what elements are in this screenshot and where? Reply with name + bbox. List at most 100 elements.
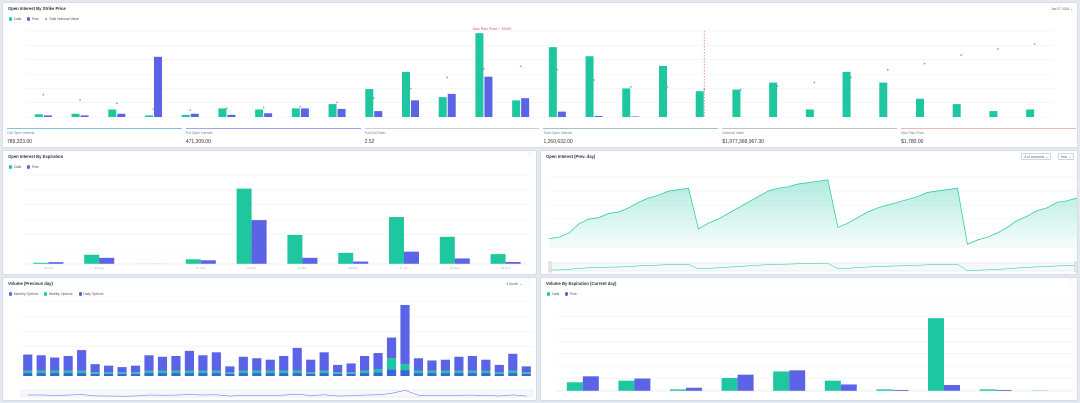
bar-volume-segment [36, 355, 46, 371]
bar-volume-segment [252, 358, 262, 371]
stat-put-oi: Put Open Interest 471,309.00 [185, 128, 361, 147]
bar-puts [737, 374, 754, 391]
point-total-value [115, 102, 118, 105]
bar-calls [842, 71, 851, 117]
bar-volume-segment [211, 370, 221, 374]
chevron-down-icon: ⌄ [1045, 154, 1048, 159]
legend-total[interactable]: ◆ Total Notional Value [45, 17, 79, 21]
x-tick-label: 25 Oct [247, 266, 256, 270]
bar-calls [805, 109, 814, 117]
bar-volume-segment [467, 356, 477, 371]
bar-puts [99, 257, 115, 264]
bar-volume-segment [306, 373, 316, 376]
bar-puts [302, 257, 318, 264]
bar-volume-segment [440, 359, 451, 371]
legend-puts[interactable]: Puts [565, 292, 577, 296]
bar-volume-segment [90, 364, 100, 373]
bar-volume-segment [50, 357, 60, 371]
stat-max-pain: Max Pain Price $1,780.00 [901, 128, 1076, 147]
point-total-value [740, 88, 742, 91]
bar-volume-segment [63, 370, 73, 374]
bar-volume-segment [198, 370, 208, 374]
period-select[interactable]: Year ⌄ [1057, 153, 1074, 160]
bar-calls [108, 109, 117, 117]
bar-volume-segment [77, 370, 87, 374]
bar-volume-segment [481, 370, 491, 374]
more-menu-icon[interactable]: ⋮ [1068, 279, 1073, 285]
calls-dot-icon [547, 292, 551, 296]
x-tick-label: 27 Jun [399, 266, 408, 270]
point-total-value [299, 105, 302, 108]
legend-calls[interactable]: Calls [9, 165, 21, 169]
range-select[interactable]: 3 Month ⌄ [504, 280, 524, 287]
bar-puts [264, 113, 273, 117]
bar-puts [48, 262, 64, 264]
bar-volume-segment [292, 347, 302, 371]
x-tick-label: 27 Sep [196, 266, 206, 270]
bar-puts [505, 262, 521, 264]
bar-calls [952, 104, 961, 117]
bar-volume-segment [359, 356, 370, 371]
expiration-chart: 31 Jul 30 Aug 27 Sep 25 Oct 27 Dec 28 Mar 27 J… [23, 174, 531, 270]
date-select[interactable]: Jun 07 2024 ⌄ [1049, 5, 1075, 12]
bar-calls [928, 318, 944, 391]
bar-volume-segment [103, 373, 114, 376]
stat-label: Max Pain Price [901, 131, 924, 135]
more-menu-icon[interactable]: ⋮ [527, 152, 532, 158]
contracts-select-value: # of contracts [1024, 154, 1045, 159]
bar-calls [475, 33, 484, 117]
bar-volume-segment [130, 373, 141, 376]
legend-daily[interactable]: Daily Options [78, 292, 103, 296]
bar-calls [287, 234, 303, 264]
bar-calls [1026, 109, 1035, 117]
bar-puts [789, 370, 806, 391]
bar-volume-segment [184, 370, 195, 374]
legend-monthly[interactable]: Monthly Options [9, 292, 38, 296]
bar-volume-segment [386, 358, 397, 370]
point-total-value [409, 87, 412, 90]
max-pain-label: Max Pain Price = 70000 [473, 27, 512, 31]
bar-volume-segment [252, 373, 262, 376]
bar-puts [200, 260, 216, 264]
oi-prev-chart [548, 176, 1077, 273]
bar-volume-segment [23, 373, 33, 376]
more-menu-icon[interactable]: ⋮ [527, 279, 532, 285]
strike-panel: Open Interest By Strike Price Jun 07 202… [2, 2, 1078, 148]
bar-calls [876, 389, 893, 391]
point-total-value [850, 76, 852, 79]
bar-puts [557, 111, 566, 117]
legend-puts[interactable]: Puts [27, 165, 39, 169]
bar-volume-segment [144, 373, 154, 376]
contracts-select[interactable]: # of contracts ⌄ [1021, 153, 1051, 160]
navigator-line [27, 390, 527, 397]
bar-volume-segment [494, 364, 504, 373]
point-total-value [79, 98, 81, 101]
legend-calls-label: Calls [13, 165, 22, 169]
bar-calls [512, 100, 521, 117]
bar-calls [979, 389, 996, 391]
point-total-value [446, 76, 449, 79]
legend-calls-label: Calls [13, 17, 22, 21]
stat-value: 2.52 [364, 139, 375, 145]
date-select-value: Jun 07 2024 [1051, 6, 1070, 11]
bar-volume-segment [171, 373, 181, 376]
legend-puts[interactable]: Puts [27, 17, 39, 21]
bar-puts [117, 113, 126, 117]
navigator-handle-right [1074, 261, 1077, 273]
bar-puts [944, 385, 960, 391]
bar-puts [80, 115, 89, 117]
bar-volume-segment [467, 370, 477, 374]
navigator-handle-left [548, 261, 552, 273]
vol-exp-legend: Calls Puts [547, 292, 577, 296]
legend-calls[interactable]: Calls [547, 292, 559, 296]
bar-calls [291, 108, 300, 117]
legend-weekly[interactable]: Weekly Options [44, 292, 73, 296]
bar-calls [181, 114, 190, 117]
point-total-value [997, 48, 999, 50]
bar-calls [659, 65, 667, 117]
bar-volume-segment [386, 369, 397, 376]
legend-calls[interactable]: Calls [9, 17, 21, 21]
bar-calls [773, 371, 790, 391]
point-total-value [813, 81, 816, 84]
bar-calls [255, 109, 264, 117]
